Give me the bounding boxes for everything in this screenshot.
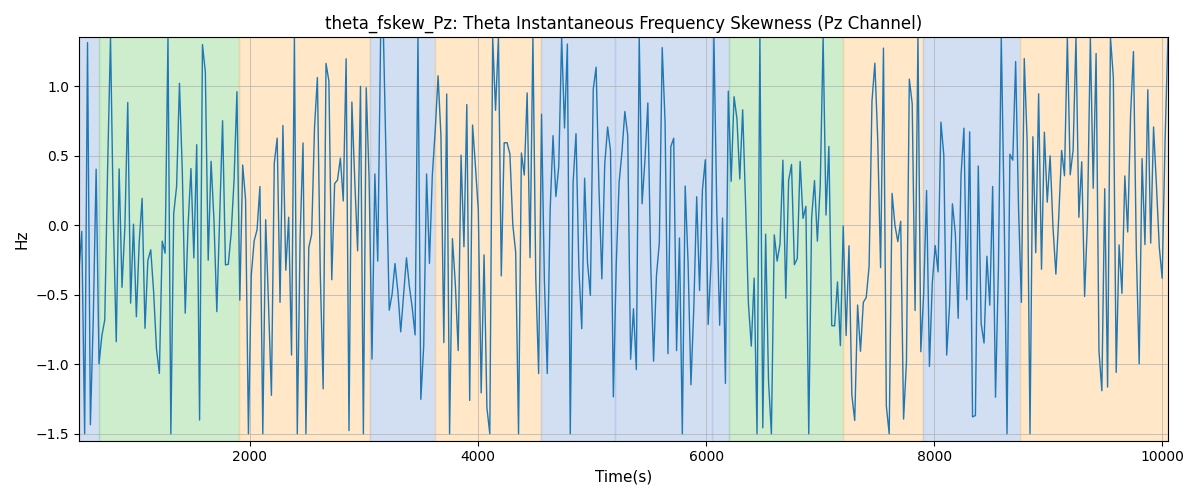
Bar xyxy=(614,38,712,440)
Bar xyxy=(239,38,370,440)
Bar xyxy=(712,38,728,440)
Bar xyxy=(434,38,541,440)
Bar xyxy=(370,38,434,440)
Bar xyxy=(728,38,842,440)
Bar xyxy=(842,38,923,440)
X-axis label: Time(s): Time(s) xyxy=(595,470,652,485)
Bar xyxy=(1020,38,1168,440)
Y-axis label: Hz: Hz xyxy=(14,230,30,249)
Bar xyxy=(923,38,1020,440)
Bar xyxy=(100,38,239,440)
Bar xyxy=(541,38,614,440)
Title: theta_fskew_Pz: Theta Instantaneous Frequency Skewness (Pz Channel): theta_fskew_Pz: Theta Instantaneous Freq… xyxy=(325,15,922,34)
Bar xyxy=(79,38,100,440)
